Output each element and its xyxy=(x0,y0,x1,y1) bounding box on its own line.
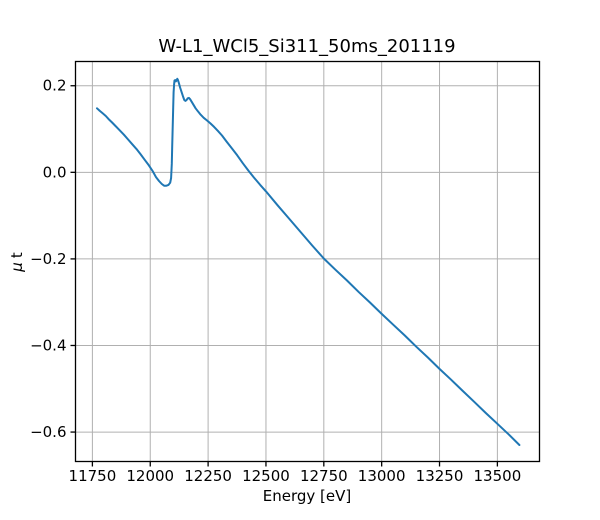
x-tick-label: 12500 xyxy=(242,467,290,485)
y-tick-label: 0.2 xyxy=(43,77,67,95)
x-tick-label: 13250 xyxy=(416,467,464,485)
x-tick-label: 12000 xyxy=(126,467,174,485)
x-tick-label: 11750 xyxy=(69,467,117,485)
y-tick-label: −0.4 xyxy=(30,336,66,354)
y-tick-label: 0.0 xyxy=(43,163,67,181)
y-axis-label-symbol: μ xyxy=(8,262,26,272)
x-tick-label: 12250 xyxy=(184,467,232,485)
axes-spines xyxy=(74,60,541,463)
x-tick-label: 13000 xyxy=(358,467,406,485)
x-tick-label: 12750 xyxy=(300,467,348,485)
x-tick-label: 13500 xyxy=(474,467,522,485)
y-axis-label: μt xyxy=(5,212,29,312)
y-tick-label: −0.6 xyxy=(30,423,66,441)
y-axis-label-suffix: t xyxy=(8,252,26,259)
chart-title: W-L1_WCl5_Si311_50ms_201119 xyxy=(158,36,456,57)
y-tick-label: −0.2 xyxy=(30,250,66,268)
x-axis-label: Energy [eV] xyxy=(262,487,352,505)
data-line xyxy=(96,77,521,446)
